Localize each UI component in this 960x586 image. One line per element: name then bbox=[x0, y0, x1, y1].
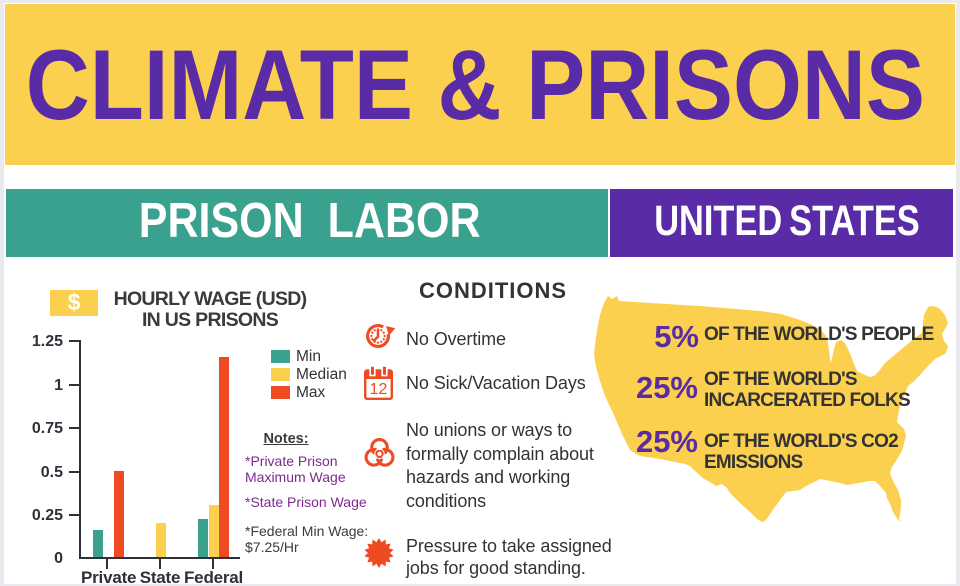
svg-text:12: 12 bbox=[370, 381, 388, 398]
